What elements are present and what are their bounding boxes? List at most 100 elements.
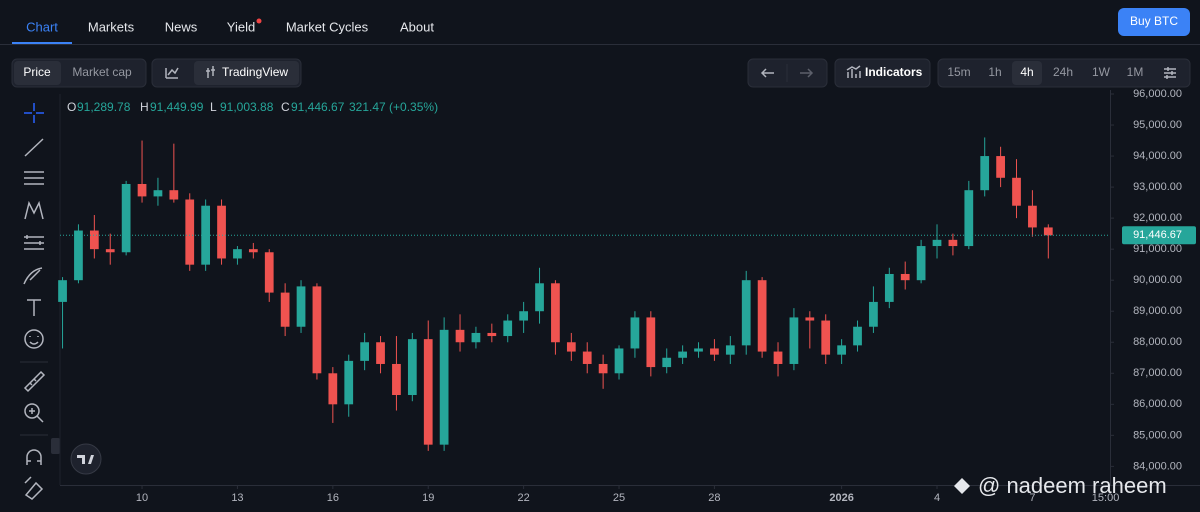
text-tool[interactable] xyxy=(27,299,41,316)
candle-body xyxy=(614,348,624,374)
x-tick-label: 25 xyxy=(613,492,625,504)
redo-button[interactable] xyxy=(800,68,814,78)
buy-button-label[interactable]: Buy BTC xyxy=(1130,14,1178,28)
ohlc-value: 91,449.99 xyxy=(150,100,204,114)
magnet-tool[interactable] xyxy=(26,449,42,465)
toggle-price[interactable]: Price xyxy=(23,65,51,79)
axes: 84,000.00 85,000.00 86,000.00 87,000.00 88,0… xyxy=(67,88,1196,504)
candle-body xyxy=(900,273,910,281)
x-tick-label: 28 xyxy=(708,492,720,504)
ohlc-key: L xyxy=(210,100,217,114)
candle-body xyxy=(551,283,560,343)
buy-button[interactable] xyxy=(1118,8,1190,36)
nav-tab[interactable]: Markets xyxy=(88,19,135,34)
indicators-button[interactable]: Indicators xyxy=(865,65,923,79)
candle-body xyxy=(535,283,544,312)
undo-button[interactable] xyxy=(760,68,774,78)
candle-body xyxy=(487,332,497,337)
nav-tab[interactable]: Market Cycles xyxy=(286,19,369,34)
collapse-button[interactable] xyxy=(51,438,60,454)
y-tick-label: 95,000.00 xyxy=(1133,119,1182,131)
ruler-tool[interactable] xyxy=(23,370,46,393)
candle-body xyxy=(598,363,608,374)
candle-body xyxy=(789,317,799,364)
candle-body xyxy=(916,246,926,281)
y-tick-label: 89,000.00 xyxy=(1133,305,1182,317)
y-tick-label: 92,000.00 xyxy=(1133,212,1182,224)
candle-icon xyxy=(206,66,215,78)
fib-tool[interactable] xyxy=(24,171,44,185)
candle-body xyxy=(566,342,576,352)
candle-body xyxy=(217,205,226,259)
crosshair-tool[interactable] xyxy=(24,103,44,123)
candle-body xyxy=(948,239,958,247)
candle-body xyxy=(89,230,99,250)
zoom-icon xyxy=(29,408,44,423)
candle-body xyxy=(710,348,719,355)
nav-tab[interactable]: News xyxy=(165,19,198,34)
candle-body xyxy=(105,249,115,253)
candle-body xyxy=(503,320,513,337)
candle-body xyxy=(58,280,67,302)
nav-tab[interactable]: About xyxy=(400,19,434,34)
candle-body xyxy=(932,239,942,247)
nav-tab[interactable]: Chart xyxy=(26,19,58,34)
emoji-face xyxy=(29,336,39,345)
timeframe[interactable]: 1W xyxy=(1092,65,1111,79)
candle-body xyxy=(1028,205,1037,228)
candle-body xyxy=(201,205,211,265)
brush-tool[interactable] xyxy=(23,267,43,285)
settings-button[interactable] xyxy=(1164,67,1176,79)
toggle-market-cap[interactable]: Market cap xyxy=(72,65,132,79)
candle-body xyxy=(773,351,783,364)
timeframe[interactable]: 4h xyxy=(1020,65,1033,79)
eraser-tool[interactable] xyxy=(24,476,44,500)
candle-body xyxy=(1012,177,1021,206)
candle-body xyxy=(582,351,592,364)
timeframe-active xyxy=(1012,61,1042,85)
emoji-tool[interactable] xyxy=(24,329,44,349)
zoom-tool[interactable] xyxy=(24,403,40,419)
timeframe[interactable]: 1M xyxy=(1127,65,1144,79)
nav-tab[interactable]: Yield xyxy=(227,19,255,34)
candle-body xyxy=(805,317,815,321)
timeframe[interactable]: 15m xyxy=(947,65,970,79)
line-chart-icon[interactable] xyxy=(165,67,179,79)
nav-dot xyxy=(256,18,262,24)
candle-body xyxy=(121,183,131,253)
candle-body xyxy=(741,280,751,346)
last-price-label: 91,446.67 xyxy=(1133,229,1182,241)
x-tick-label: 13 xyxy=(231,492,243,504)
y-tick-label: 90,000.00 xyxy=(1133,274,1182,286)
candle-body xyxy=(169,190,179,200)
candle-body xyxy=(248,249,258,253)
last-price-tag xyxy=(1122,226,1196,245)
ohlc-value: 91,289.78 xyxy=(77,100,131,114)
ohlc-value: 91,003.88 xyxy=(220,100,274,114)
x-tick-label: 7 xyxy=(1029,492,1035,504)
chart-type-active xyxy=(194,61,299,85)
candle-body xyxy=(694,348,703,352)
indicators-icon xyxy=(846,65,861,78)
x-tick-label: 19 xyxy=(422,492,434,504)
candle-body xyxy=(725,345,735,355)
candle-body xyxy=(662,357,672,368)
timeframe[interactable]: 1h xyxy=(988,65,1001,79)
candle-body xyxy=(837,345,846,355)
ohlc-key: O xyxy=(67,100,76,114)
timeframe-group xyxy=(937,58,1191,88)
tradingview-button[interactable]: TradingView xyxy=(222,65,288,79)
candle-body xyxy=(376,342,385,364)
candle-body xyxy=(853,326,862,346)
timeframe[interactable]: 24h xyxy=(1053,65,1073,79)
candle-body xyxy=(233,249,242,259)
candle-body xyxy=(964,190,974,247)
candle-body xyxy=(519,311,529,321)
projection-tool[interactable] xyxy=(24,235,44,250)
candle-body xyxy=(407,339,417,396)
line-tool[interactable] xyxy=(24,138,44,157)
pattern-tool[interactable] xyxy=(24,200,44,220)
y-tick-label: 96,000.00 xyxy=(1133,88,1182,100)
candle-body xyxy=(74,230,83,281)
